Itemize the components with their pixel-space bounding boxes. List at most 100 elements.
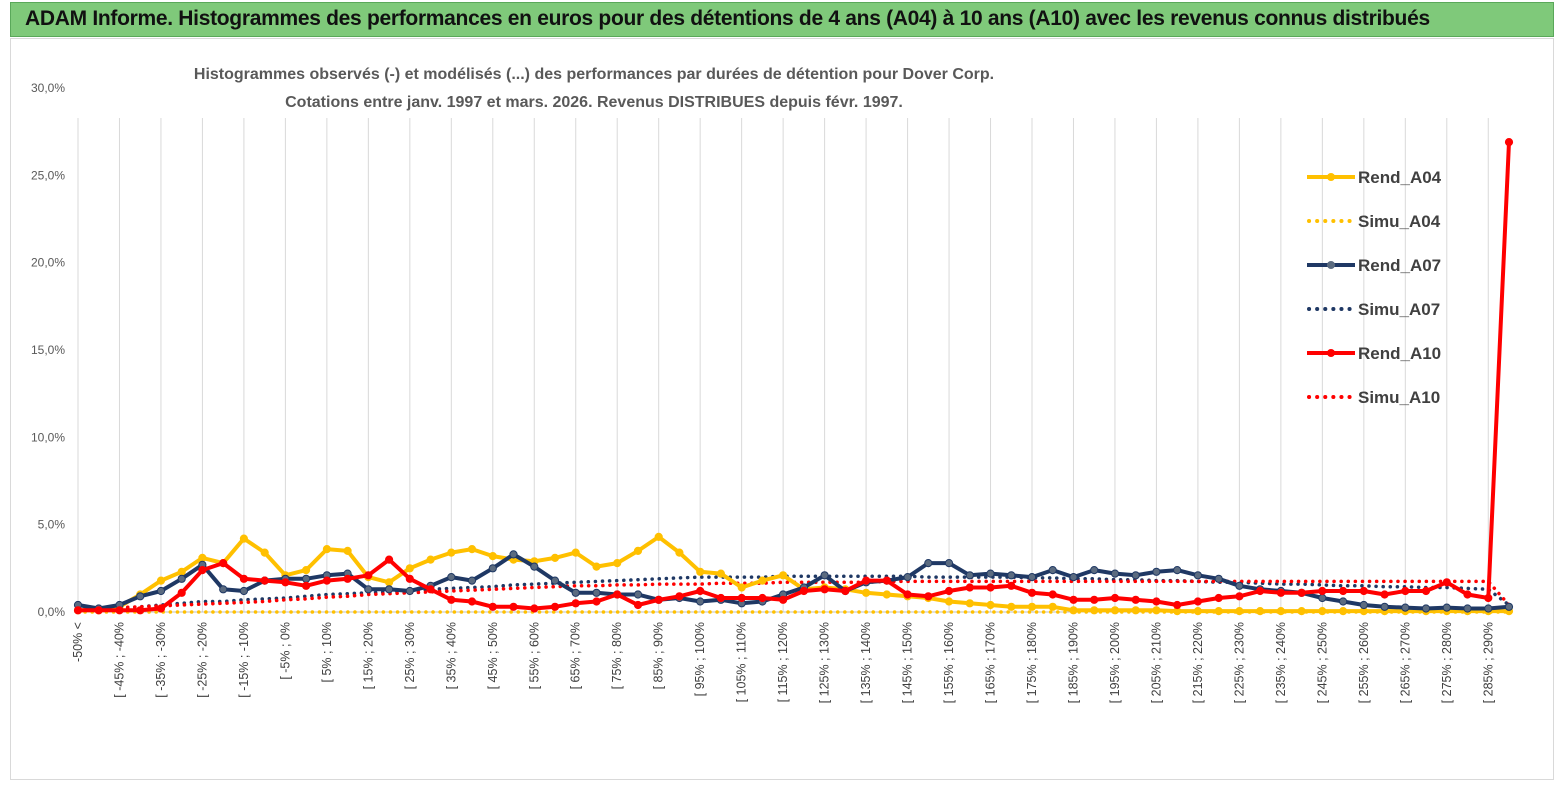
x-tick-label: [ 255% ; 260% [1357,622,1371,703]
point-Rend_A07 [1442,603,1451,612]
point-Rend_A07 [467,576,477,585]
x-tick-label: [ -35% ; -30% [154,622,168,698]
point-Rend_A10 [1504,138,1514,147]
point-Rend_A10 [198,566,207,575]
x-tick-label: [ 55% ; 60% [527,622,541,689]
series-lines [73,138,1514,616]
gridlines [74,118,1513,613]
point-Rend_A07 [965,571,974,580]
point-Rend_A07 [592,588,601,597]
point-Rend_A04 [592,562,601,571]
point-Rend_A04 [1069,606,1078,615]
x-tick-label: [ 85% ; 90% [652,622,666,689]
point-Rend_A04 [426,555,435,564]
point-Rend_A07 [903,573,912,582]
x-tick-label: [ 275% ; 280% [1440,622,1454,703]
point-Rend_A10 [592,597,601,606]
point-Rend_A04 [302,566,311,575]
legend-label-Simu_A04: Simu_A04 [1358,212,1441,231]
point-Rend_A10 [115,606,124,615]
point-Rend_A04 [737,583,746,592]
point-Rend_A10 [924,592,933,601]
point-Rend_A07 [405,586,414,596]
x-tick-label: [ 235% ; 240% [1274,622,1288,703]
point-Rend_A10 [343,574,352,583]
point-Rend_A04 [1276,607,1286,616]
point-Rend_A10 [322,576,331,585]
point-Rend_A10 [1090,595,1099,604]
point-Rend_A10 [882,576,891,585]
x-tick-label: [ 225% ; 230% [1232,622,1246,703]
point-Rend_A04 [633,546,643,556]
x-tick-label: [ 35% ; 40% [444,622,458,689]
y-axis-ticks: 0,0% 5,0% 10,0% 15,0% 20,0% 25,0% 30,0% [31,81,65,619]
legend-marker-Rend_A04 [1327,173,1335,181]
point-Rend_A07 [1463,604,1472,613]
y-tick-label: 20,0% [31,256,65,270]
point-Rend_A04 [965,599,974,608]
point-Rend_A07 [571,588,580,597]
point-Rend_A07 [1069,573,1078,582]
point-Rend_A10 [1173,600,1182,610]
point-Rend_A10 [1152,597,1161,606]
point-Rend_A04 [385,578,394,587]
point-Rend_A04 [696,567,705,576]
point-Rend_A07 [1090,566,1099,575]
header-banner: ADAM Informe. Histogrammes des performan… [10,2,1554,37]
point-Rend_A10 [1463,590,1472,599]
x-tick-label: [ 245% ; 250% [1315,622,1329,703]
point-Rend_A10 [488,602,497,611]
point-Rend_A10 [758,593,767,603]
point-Rend_A04 [343,546,352,556]
point-Rend_A07 [1152,567,1161,576]
legend-label-Rend_A07: Rend_A07 [1358,256,1441,275]
point-Rend_A07 [550,576,560,585]
point-Rend_A10 [737,593,746,603]
point-Rend_A10 [1110,593,1120,603]
point-Rend_A10 [1401,586,1410,596]
point-Rend_A10 [73,606,83,615]
point-Rend_A07 [1339,597,1348,606]
point-Rend_A07 [364,585,373,594]
point-Rend_A10 [1069,595,1078,604]
x-tick-label: [ 75% ; 80% [610,622,624,689]
point-Rend_A04 [1256,607,1265,616]
point-Rend_A10 [1421,586,1431,596]
point-Rend_A10 [219,559,228,568]
point-Rend_A07 [488,564,497,573]
point-Rend_A04 [239,534,248,543]
x-axis-ticks: -50% < [ -45% ; -40% [ -35% ; -30% [ -25% ;… [71,622,1495,703]
point-Rend_A10 [841,586,850,596]
point-Rend_A04 [1027,602,1037,611]
point-Rend_A10 [405,574,414,583]
point-Rend_A10 [239,574,248,583]
point-Rend_A10 [571,599,580,608]
legend-label-Rend_A10: Rend_A10 [1358,344,1441,363]
point-Rend_A10 [530,604,539,613]
point-Rend_A07 [1027,573,1037,582]
point-Rend_A10 [1484,593,1493,603]
point-Rend_A04 [405,564,414,573]
point-Rend_A04 [322,545,331,554]
point-Rend_A04 [1090,606,1099,615]
legend-marker-Rend_A10 [1327,349,1335,357]
point-Rend_A04 [779,571,788,580]
point-Rend_A10 [1359,586,1368,596]
point-Rend_A10 [1048,590,1057,599]
point-Rend_A07 [1504,602,1514,611]
point-Rend_A10 [1276,588,1286,597]
point-Rend_A04 [654,532,663,542]
point-Rend_A10 [1380,590,1389,599]
point-Rend_A07 [1318,593,1327,603]
point-Rend_A07 [219,585,228,594]
x-tick-label: [ 95% ; 100% [693,622,707,696]
point-Rend_A07 [1359,600,1368,610]
point-Rend_A04 [447,548,456,557]
point-Rend_A10 [385,555,394,564]
x-tick-label: [ -25% ; -20% [195,622,209,698]
point-Rend_A07 [924,559,933,568]
legend-marker-Rend_A07 [1327,261,1335,269]
point-Rend_A10 [260,576,269,585]
point-Rend_A07 [1235,581,1244,590]
